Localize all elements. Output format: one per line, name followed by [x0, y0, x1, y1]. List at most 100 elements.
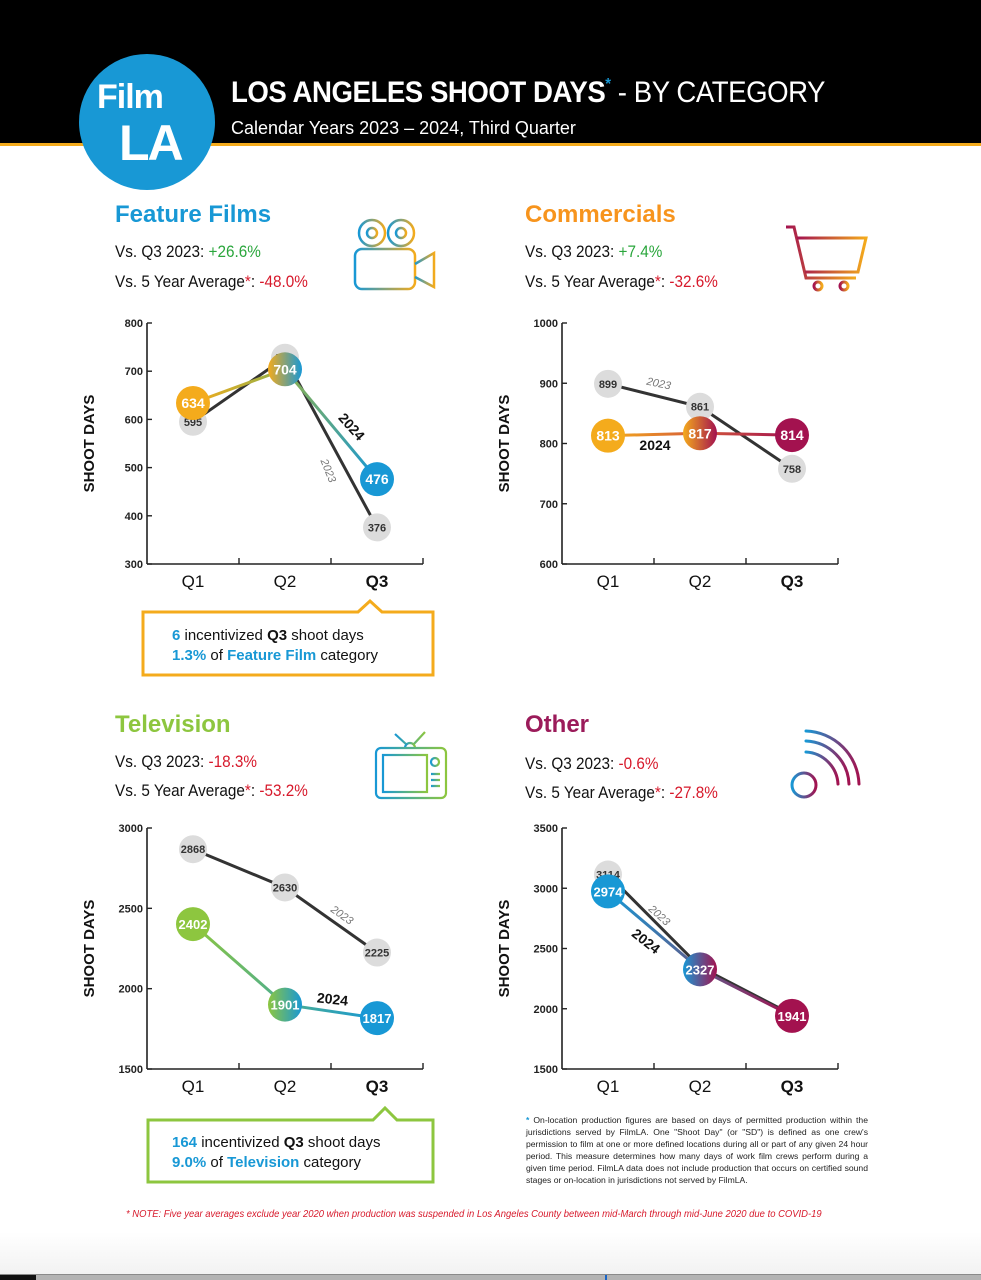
- series-2023-point: [363, 938, 391, 967]
- quarter: Q3: [283, 1134, 304, 1151]
- x-tick-label: Q3: [366, 1077, 389, 1096]
- callout-line-1: 6 incentivized Q3 shoot days: [172, 626, 378, 646]
- feature-vs-avg: Vs. 5 Year Average*: -48.0%: [115, 272, 308, 292]
- quarter: Q3: [267, 627, 288, 644]
- logo-la: LA: [119, 115, 184, 171]
- stat-value: -0.6%: [618, 754, 659, 773]
- x-tick-label: Q2: [274, 1077, 297, 1096]
- y-tick-label: 400: [125, 511, 143, 523]
- page-bottom: [0, 1232, 981, 1274]
- feature-callout-text: 6 incentivized Q3 shoot days 1.3% of Fea…: [172, 626, 378, 666]
- stat-label: Vs. 5 Year Average: [115, 781, 245, 800]
- footnote-text: On-location production figures are based…: [526, 1115, 868, 1185]
- series-2024-data-label: 476: [365, 471, 389, 487]
- series-2024-point: [360, 1001, 394, 1036]
- series-2023-point: [686, 392, 714, 421]
- y-axis-title: SHOOT DAYS: [496, 395, 513, 493]
- stat-label: Vs. 5 Year Average: [525, 272, 655, 291]
- series-2024-point: [268, 352, 302, 387]
- x-tick-label: Q3: [781, 572, 804, 591]
- series-2024-legend: 2024: [629, 925, 664, 957]
- asterisk: *: [654, 272, 661, 291]
- page-subtitle: Calendar Years 2023 – 2024, Third Quarte…: [231, 118, 576, 138]
- asterisk: *: [526, 1115, 530, 1125]
- television-vs-q3: Vs. Q3 2023: -18.3%: [115, 752, 257, 772]
- commercials-title: Commercials: [525, 201, 676, 228]
- stat-label: Vs. Q3 2023:: [115, 242, 209, 261]
- series-2023-data-label: 376: [368, 522, 386, 534]
- shoot-day-definition: * On-location production figures are bas…: [526, 1114, 868, 1186]
- stat-label: Vs. Q3 2023:: [525, 754, 619, 773]
- series-2023-data-label: 2630: [273, 882, 297, 894]
- series-2023-data-label: 2225: [365, 948, 389, 960]
- colon: :: [660, 783, 670, 802]
- series-2023-data-label: 595: [184, 417, 202, 429]
- y-tick-label: 900: [540, 378, 558, 390]
- text: category: [299, 1154, 362, 1171]
- y-tick-label: 1000: [534, 318, 558, 330]
- series-2023-line: [606, 873, 793, 1016]
- x-tick-label: Q3: [781, 1077, 804, 1096]
- television-vs-avg: Vs. 5 Year Average*: -53.2%: [115, 781, 308, 801]
- y-tick-label: 300: [125, 559, 143, 571]
- y-tick-label: 2000: [534, 1004, 558, 1016]
- asterisk: *: [244, 272, 251, 291]
- y-axis-title: SHOOT DAYS: [81, 395, 98, 493]
- series-2024-line-segment: [192, 922, 286, 1006]
- callout-line-1: 164 incentivized Q3 shoot days: [172, 1133, 380, 1153]
- series-2024-point: [268, 987, 302, 1022]
- series-2024-data-label: 817: [688, 425, 712, 441]
- x-tick-label: Q2: [274, 572, 297, 591]
- text: category: [316, 647, 378, 664]
- series-2023-legend: 2023: [327, 903, 355, 928]
- text: shoot days: [303, 1134, 381, 1151]
- incentivized-days: 164: [172, 1134, 198, 1151]
- five-year-average-note: * NOTE: Five year averages exclude year …: [126, 1208, 822, 1220]
- y-tick-label: 1500: [534, 1064, 558, 1076]
- series-2024-point: [775, 418, 809, 453]
- series-2023-data-label: 2868: [181, 844, 205, 856]
- x-tick-label: Q1: [597, 572, 620, 591]
- taskbar-indicator: [605, 1275, 607, 1280]
- x-tick-label: Q3: [366, 572, 389, 591]
- incentivized-days: 6: [172, 627, 181, 644]
- series-2024-point: [176, 386, 210, 421]
- y-tick-label: 2500: [119, 903, 143, 915]
- x-tick-label: Q1: [182, 1077, 205, 1096]
- title-main: LOS ANGELES SHOOT DAYS: [231, 76, 606, 109]
- other-title: Other: [525, 711, 590, 738]
- series-2024-line-segment: [699, 968, 793, 1018]
- series-2024-data-label: 634: [181, 395, 205, 411]
- series-2024-data-label: 1901: [271, 998, 300, 1013]
- x-tick-label: Q1: [597, 1077, 620, 1096]
- series-2024-point: [775, 998, 809, 1033]
- y-axis-title: SHOOT DAYS: [496, 900, 513, 998]
- stat-value: -27.8%: [669, 783, 718, 802]
- x-tick-label: Q2: [689, 1077, 712, 1096]
- text: of: [206, 1154, 228, 1171]
- y-tick-label: 700: [540, 499, 558, 511]
- series-2023-point: [363, 513, 391, 542]
- shopping-cart-icon: [786, 225, 868, 292]
- series-2024-point: [176, 907, 210, 942]
- text: shoot days: [287, 627, 364, 644]
- taskbar: [0, 1274, 981, 1280]
- stat-value: -48.0%: [259, 272, 308, 291]
- series-2024-line-segment: [607, 890, 701, 971]
- television-chart: 1500 2000 2500 3000 SHOOT DAYS Q1 Q2 Q3 2868 2630…: [81, 823, 424, 1096]
- y-tick-label: 2000: [119, 984, 143, 996]
- y-tick-label: 500: [125, 463, 143, 475]
- series-2023-point: [271, 873, 299, 902]
- asterisk: *: [244, 781, 251, 800]
- series-2023-data-label: 899: [599, 379, 617, 391]
- callout-line-2: 1.3% of Feature Film category: [172, 646, 378, 666]
- television-callout-text: 164 incentivized Q3 shoot days 9.0% of T…: [172, 1133, 380, 1173]
- series-2024-point: [591, 874, 625, 909]
- other-vs-avg: Vs. 5 Year Average*: -27.8%: [525, 783, 718, 803]
- title-suffix: - BY CATEGORY: [617, 76, 826, 109]
- page-title: LOS ANGELES SHOOT DAYS* - BY CATEGORY: [231, 76, 825, 110]
- colon: :: [660, 272, 670, 291]
- taskbar-button[interactable]: [0, 1275, 36, 1280]
- y-tick-label: 600: [540, 559, 558, 571]
